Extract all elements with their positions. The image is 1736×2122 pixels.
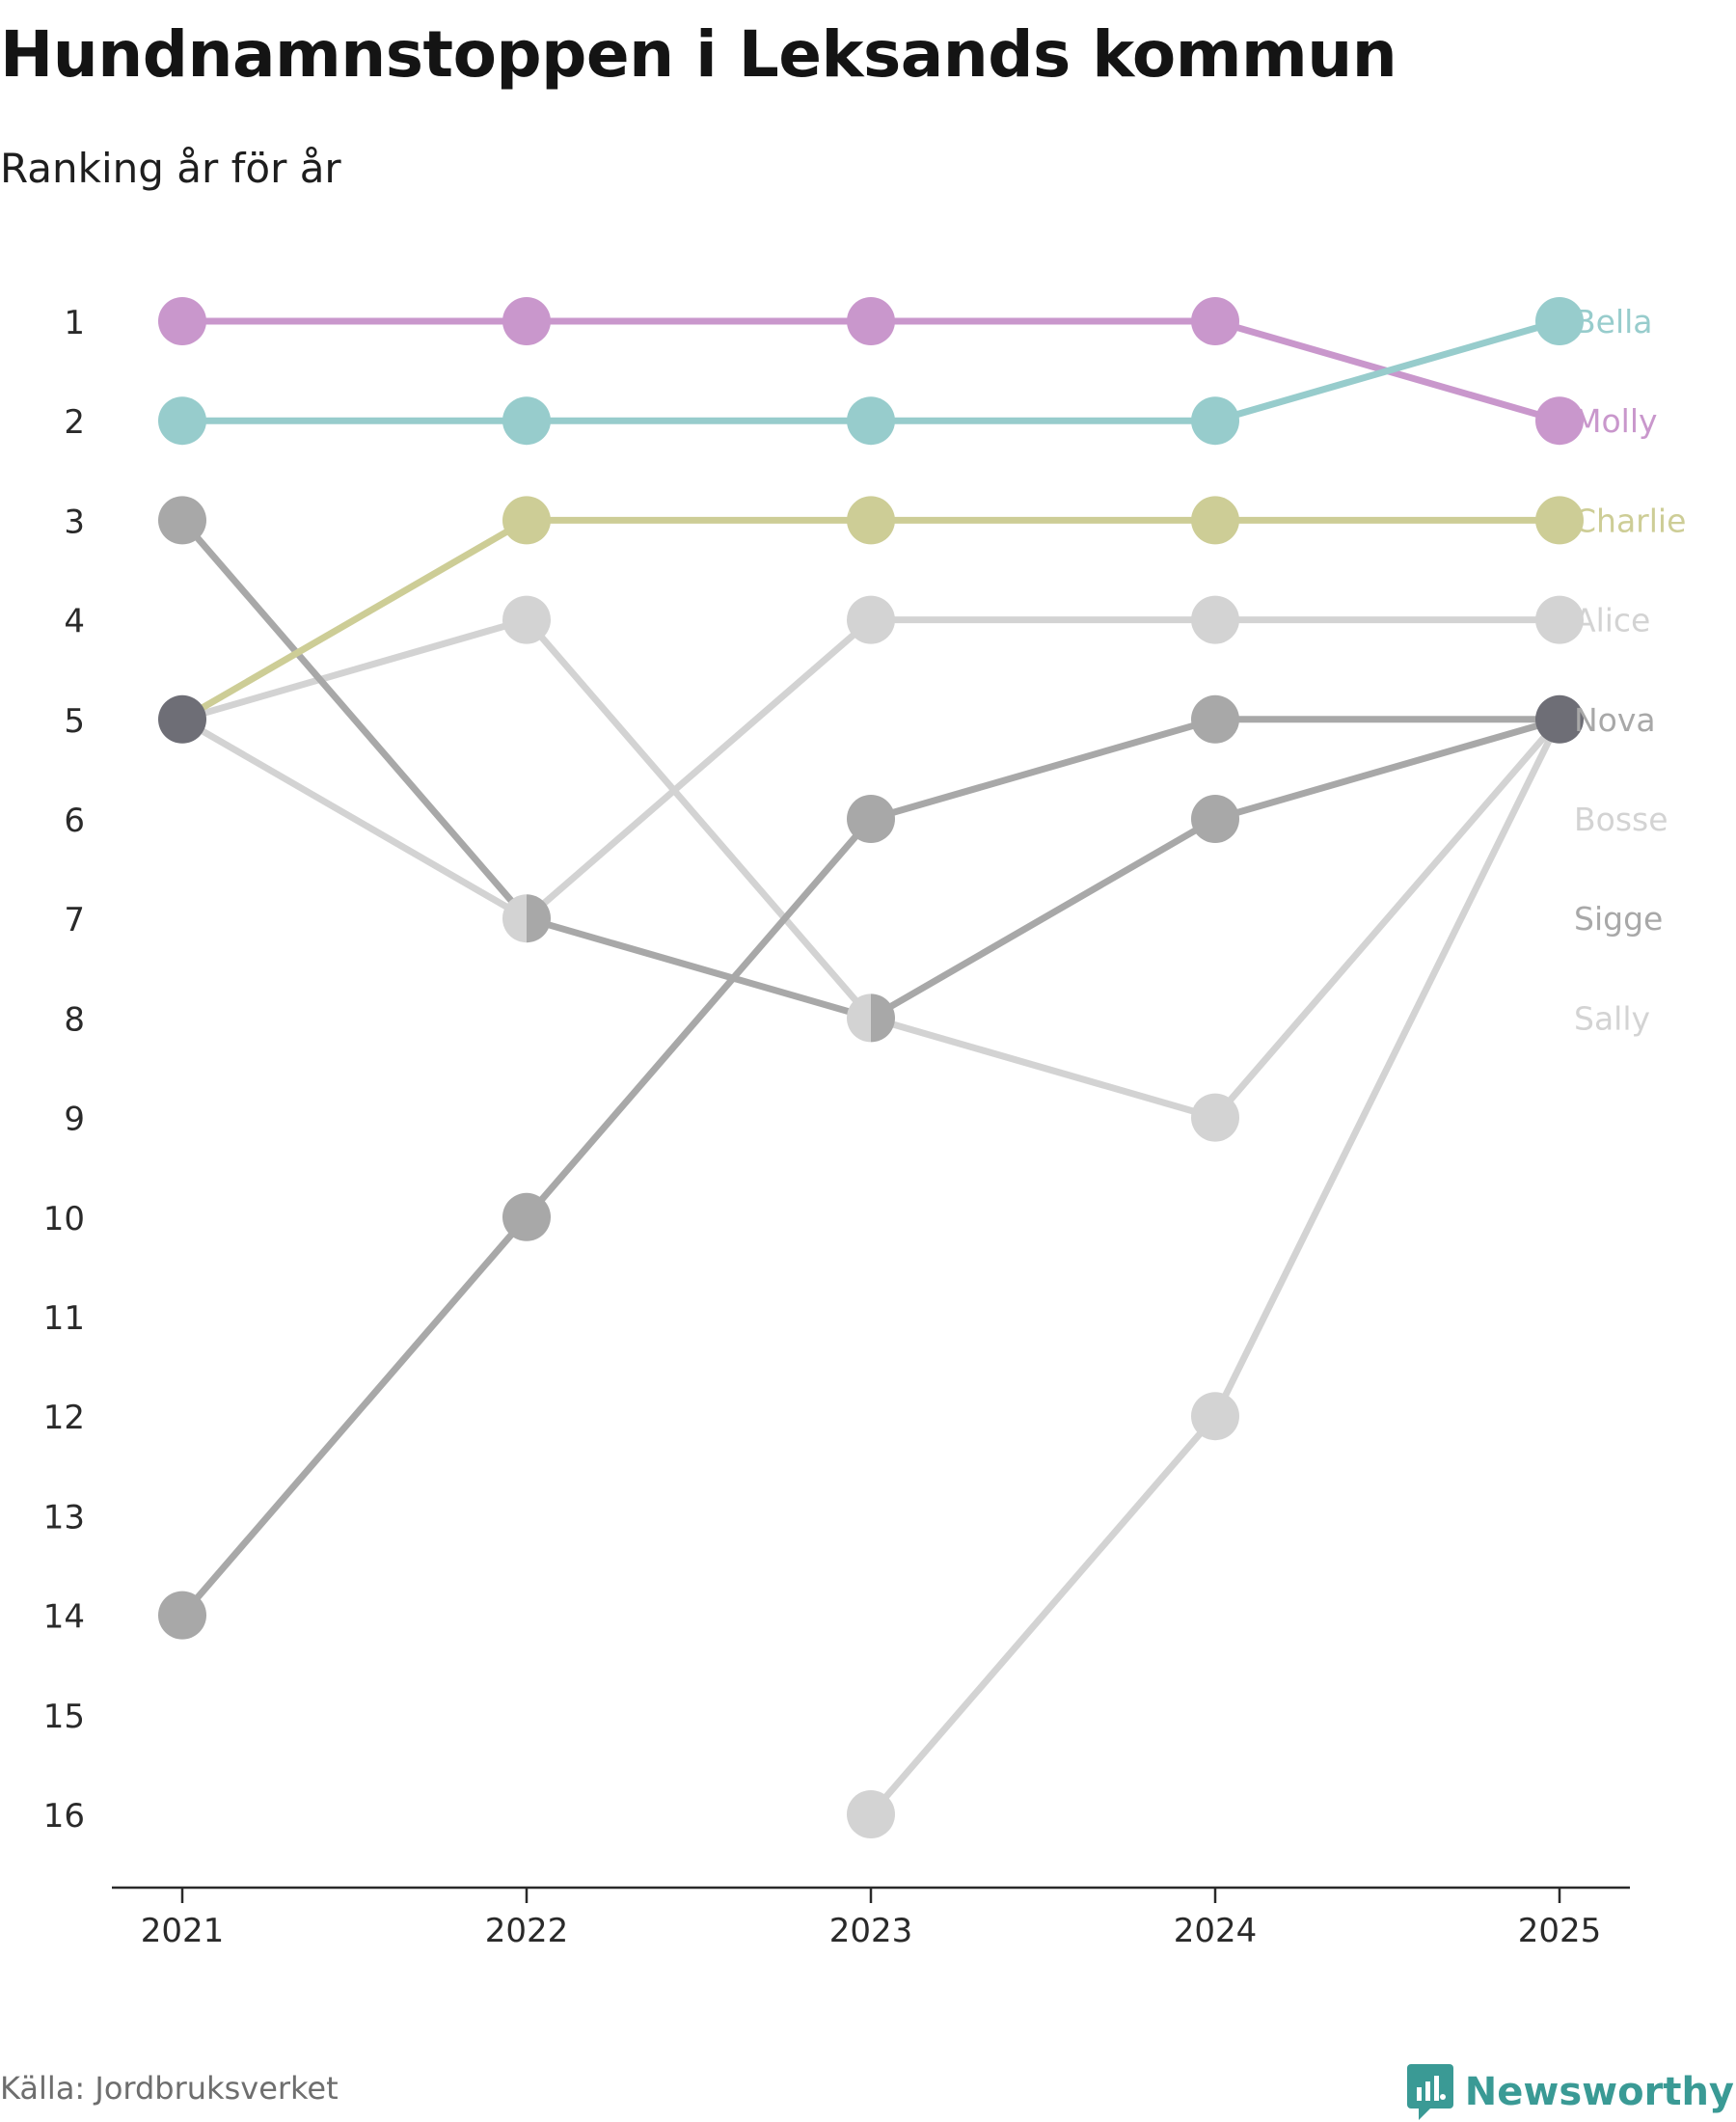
data-point-molly-2024 [1191, 297, 1239, 345]
x-tick-label: 2022 [485, 1912, 569, 1950]
data-point-bella-2025 [1535, 297, 1584, 345]
data-point-sigge-2023 [847, 795, 895, 843]
data-point-sally-2024 [1191, 1392, 1239, 1441]
data-point-shared-2025-rank-5 [1535, 694, 1584, 744]
data-point-bella-2023 [847, 396, 895, 446]
data-point-nova-2022 [527, 894, 551, 943]
series-points [158, 297, 1584, 1838]
data-point-alice-2022 [502, 595, 551, 644]
chart-title: Hundnamnstoppen i Leksands kommun [0, 17, 1397, 92]
data-point-charlie-2023 [847, 496, 895, 545]
y-tick-label: 7 [64, 901, 85, 939]
end-label-charlie: Charlie [1574, 502, 1686, 539]
y-tick-label: 6 [64, 802, 85, 840]
y-tick-label: 15 [43, 1698, 85, 1736]
data-point-charlie-2025 [1535, 496, 1584, 545]
data-point-molly-2025 [1535, 396, 1584, 446]
data-point-sally-2023 [847, 1790, 895, 1838]
end-label-molly: Molly [1574, 402, 1658, 440]
series-lines [178, 317, 1563, 1818]
data-point-molly-2023 [847, 297, 895, 345]
x-tick-label: 2021 [141, 1912, 225, 1950]
data-point-bosse-2022 [502, 894, 527, 943]
data-point-molly-2022 [502, 297, 551, 345]
y-tick-label: 2 [64, 403, 85, 442]
end-label-bosse: Bosse [1574, 801, 1668, 838]
data-point-charlie-2022 [502, 496, 551, 545]
data-point-charlie-2024 [1191, 496, 1239, 545]
series-line-alice [178, 616, 1563, 1122]
y-tick-label: 4 [64, 603, 85, 641]
data-point-alice-2023 [847, 993, 871, 1043]
series-line-sigge [178, 716, 1563, 1619]
chart-subtitle: Ranking år för år [0, 145, 341, 192]
x-tick-label: 2023 [829, 1912, 913, 1950]
x-tick-label: 2025 [1518, 1912, 1602, 1950]
series-line-nova [178, 516, 1563, 1021]
data-point-bosse-2024 [1191, 595, 1239, 644]
y-tick-label: 9 [64, 1101, 85, 1139]
end-label-nova: Nova [1574, 701, 1656, 739]
y-tick-label: 1 [64, 304, 85, 342]
data-point-molly-2021 [158, 297, 206, 345]
source-note: Källa: Jordbruksverket [0, 2070, 339, 2107]
series-line-bosse [178, 616, 1563, 922]
data-point-sigge-2022 [502, 1192, 551, 1241]
data-point-bella-2022 [502, 396, 551, 446]
data-point-sigge-2021 [158, 1591, 206, 1640]
end-label-bella: Bella [1574, 303, 1653, 340]
data-point-bosse-2023 [847, 595, 895, 644]
newsworthy-logo-icon [1406, 2064, 1453, 2120]
data-point-nova-2024 [1191, 795, 1239, 843]
y-tick-label: 12 [43, 1399, 85, 1437]
y-tick-label: 10 [43, 1200, 85, 1238]
end-label-sigge: Sigge [1574, 900, 1663, 938]
brand-logo: Newsworthy [1406, 2064, 1734, 2120]
y-tick-label: 8 [64, 1000, 85, 1039]
end-label-sally: Sally [1574, 999, 1650, 1037]
data-point-sigge-2024 [1191, 694, 1239, 744]
x-axis: 2021 2022 2023 2024 2025 [112, 1886, 1630, 1950]
y-tick-label: 16 [43, 1797, 85, 1836]
series-line-sally [867, 716, 1563, 1818]
y-tick-label: 13 [43, 1498, 85, 1537]
data-point-bosse-2025 [1535, 595, 1584, 644]
y-tick-label: 14 [43, 1598, 85, 1637]
end-label-alice: Alice [1574, 602, 1650, 639]
y-tick-label: 3 [64, 503, 85, 541]
brand-name: Newsworthy [1464, 2070, 1734, 2114]
data-point-nova-2021 [158, 496, 206, 545]
data-point-alice-2024 [1191, 1093, 1239, 1142]
data-point-bella-2024 [1191, 396, 1239, 446]
data-point-shared-2021-rank-5 [158, 694, 206, 744]
data-point-nova-2023 [871, 993, 895, 1043]
y-tick-label: 11 [43, 1299, 85, 1338]
data-point-bella-2021 [158, 396, 206, 446]
x-tick-label: 2024 [1174, 1912, 1258, 1950]
y-tick-label: 5 [64, 702, 85, 741]
end-labels: Bella Molly Charlie Alice Nova Bosse Sigge Sall… [1574, 303, 1686, 1037]
